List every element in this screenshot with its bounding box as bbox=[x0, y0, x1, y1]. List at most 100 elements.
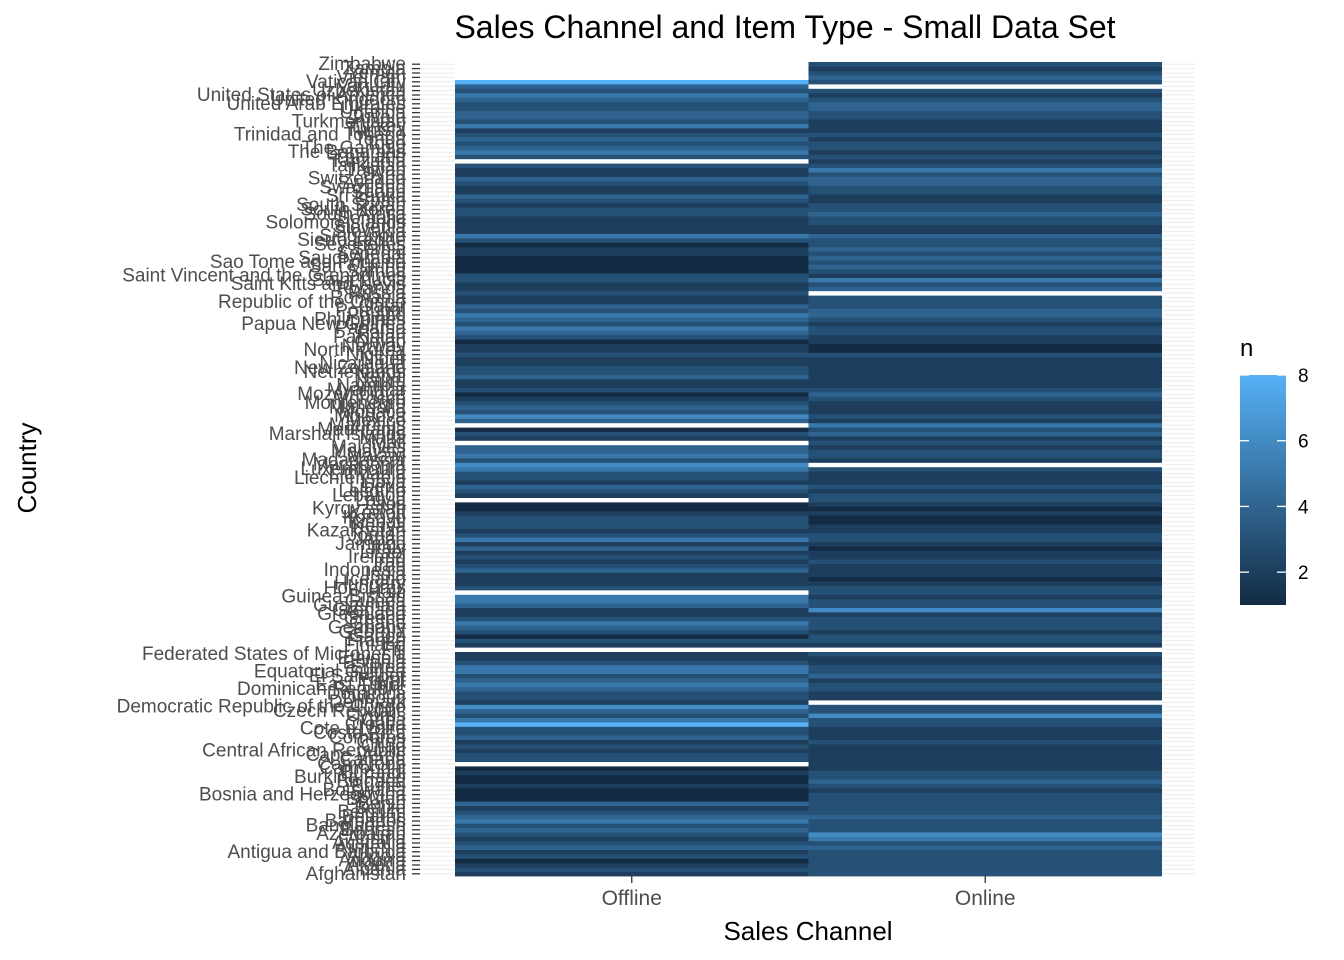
heatmap-cell bbox=[808, 515, 1162, 520]
heatmap-cell bbox=[808, 576, 1162, 582]
heatmap-cell bbox=[455, 114, 809, 120]
y-tick-label: Syria bbox=[363, 164, 407, 185]
y-tick-label: United Kingdom bbox=[271, 89, 406, 110]
heatmap-cell bbox=[455, 198, 809, 204]
heatmap-cell bbox=[455, 312, 809, 318]
heatmap-cell bbox=[455, 607, 809, 613]
y-tick-label: Portugal bbox=[335, 301, 406, 322]
heatmap-cell bbox=[808, 823, 1162, 828]
heatmap-cell bbox=[808, 66, 1162, 72]
y-tick-label: Solomon Islands bbox=[266, 213, 406, 234]
heatmap-cell bbox=[808, 343, 1162, 349]
heatmap-cell bbox=[455, 136, 809, 142]
heatmap-cell bbox=[455, 620, 809, 626]
heatmap-cell bbox=[808, 224, 1162, 230]
y-tick-label: Benin bbox=[357, 793, 406, 814]
chart-title: Sales Channel and Item Type - Small Data… bbox=[454, 9, 1115, 45]
y-tick-label: East Timor bbox=[315, 675, 406, 696]
y-tick-label: Tunisia bbox=[345, 120, 406, 141]
y-tick-label: Switzerland bbox=[308, 169, 406, 190]
y-tick-label: Angola bbox=[347, 846, 407, 867]
heatmap-cell bbox=[455, 361, 809, 366]
heatmap-cell bbox=[808, 506, 1162, 512]
heatmap-cell bbox=[455, 502, 809, 507]
heatmap-cell bbox=[808, 238, 1162, 243]
heatmap-cell bbox=[808, 123, 1162, 129]
heatmap-cell bbox=[455, 563, 809, 569]
y-tick-label: Lebanon bbox=[332, 485, 406, 506]
y-tick-label: Cyprus bbox=[346, 705, 406, 726]
y-tick-label: Papua New Guinea bbox=[241, 314, 406, 335]
heatmap-cell bbox=[808, 308, 1162, 314]
heatmap-cell bbox=[455, 418, 809, 424]
heatmap-cell bbox=[455, 158, 809, 164]
heatmap-cell bbox=[808, 194, 1162, 199]
heatmap-cell bbox=[808, 242, 1162, 248]
heatmap-cell bbox=[808, 744, 1162, 749]
y-tick-label: Belarus bbox=[342, 807, 406, 828]
y-tick-label: Laos bbox=[365, 494, 406, 515]
heatmap-cell bbox=[455, 348, 809, 353]
y-tick-label: Czech Republic bbox=[273, 701, 406, 722]
heatmap-cell bbox=[808, 246, 1162, 252]
heatmap-cell bbox=[808, 616, 1162, 622]
heatmap-cell bbox=[455, 480, 809, 485]
heatmap-cell bbox=[455, 704, 809, 710]
heatmap-cell bbox=[808, 695, 1162, 701]
heatmap-cell bbox=[808, 339, 1162, 344]
heatmap-cell bbox=[455, 823, 809, 828]
y-tick-label: Guinea bbox=[345, 591, 407, 612]
heatmap-cell bbox=[455, 145, 809, 151]
heatmap-cell bbox=[808, 317, 1162, 322]
heatmap-cell bbox=[808, 700, 1162, 705]
heatmap-cell bbox=[808, 480, 1162, 485]
heatmap-cell bbox=[455, 150, 809, 155]
heatmap-cell bbox=[455, 554, 809, 560]
heatmap-cell bbox=[808, 321, 1162, 327]
heatmap-cell bbox=[808, 119, 1162, 124]
heatmap-cell bbox=[455, 497, 809, 503]
heatmap-cell bbox=[455, 334, 809, 340]
y-tick-label: Bulgaria bbox=[336, 771, 406, 792]
heatmap-cell bbox=[455, 506, 809, 512]
heatmap-cell bbox=[455, 273, 809, 278]
heatmap-cell bbox=[808, 792, 1162, 798]
heatmap-cell bbox=[808, 396, 1162, 402]
heatmap-cell bbox=[808, 854, 1162, 859]
y-tick-label: United Arab Emirates bbox=[226, 94, 406, 115]
y-tick-label: Serbia bbox=[351, 239, 406, 260]
heatmap-cell bbox=[808, 713, 1162, 718]
heatmap-cell bbox=[455, 88, 809, 94]
y-tick-label: United States of America bbox=[197, 85, 407, 106]
y-tick-label: Botswana bbox=[323, 780, 407, 801]
heatmap-cell bbox=[808, 286, 1162, 292]
heatmap-cell bbox=[455, 585, 809, 591]
heatmap-cell bbox=[455, 783, 809, 789]
y-tick-label: Uzbekistan bbox=[312, 81, 406, 102]
y-tick-label: Montenegro bbox=[305, 393, 406, 414]
heatmap-cell bbox=[455, 532, 809, 538]
y-tick-label: Lithuania bbox=[329, 463, 407, 484]
heatmap-cell bbox=[808, 572, 1162, 578]
heatmap-cell bbox=[808, 748, 1162, 754]
y-tick-label: Japan bbox=[354, 529, 406, 550]
y-tick-label: South Korea bbox=[300, 199, 406, 220]
y-tick-label: Trinidad and Tobago bbox=[234, 125, 406, 146]
y-tick-label: Sweden bbox=[337, 173, 406, 194]
y-tick-label: Brunei bbox=[351, 776, 406, 797]
heatmap-cell bbox=[455, 664, 809, 670]
heatmap-cell bbox=[808, 387, 1162, 393]
heatmap-cell bbox=[455, 321, 809, 327]
y-tick-label: Kazakhstan bbox=[307, 521, 406, 542]
heatmap-cell bbox=[808, 260, 1162, 265]
heatmap-cell bbox=[455, 717, 809, 723]
heatmap-cell bbox=[808, 326, 1162, 331]
y-tick-label: Grenada bbox=[332, 600, 406, 621]
y-tick-label: Djibouti bbox=[343, 688, 406, 709]
y-tick-label: Niger bbox=[361, 349, 407, 370]
heatmap-cell bbox=[808, 141, 1162, 146]
y-tick-label: Nepal bbox=[356, 367, 406, 388]
heatmap-cell bbox=[455, 224, 809, 230]
y-tick-label: Tonga bbox=[354, 129, 406, 150]
heatmap-cell bbox=[808, 770, 1162, 776]
